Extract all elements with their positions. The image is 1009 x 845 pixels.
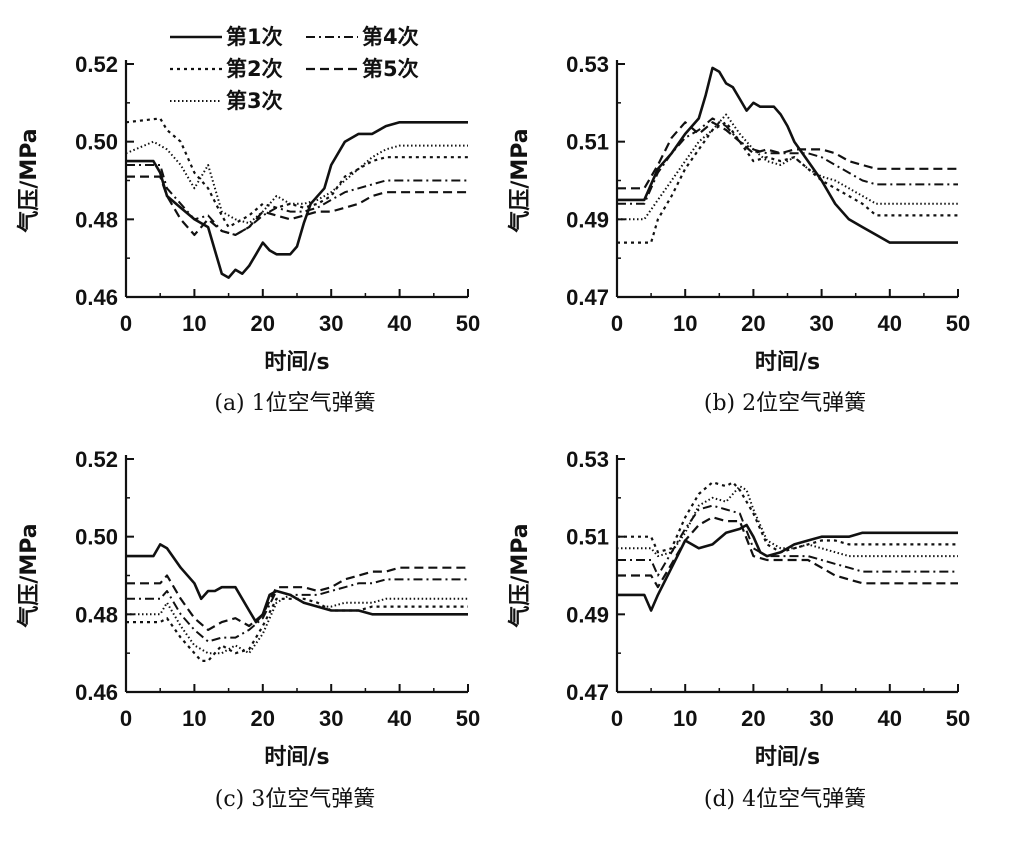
y-tick-label: 0.46 xyxy=(75,680,118,705)
x-tick-label: 30 xyxy=(809,311,833,336)
series-line-1 xyxy=(617,66,958,244)
series-line-3 xyxy=(125,140,468,225)
y-tick-label: 0.53 xyxy=(566,447,609,472)
legend-label: 第3次 xyxy=(226,89,283,113)
y-tick-label: 0.49 xyxy=(566,207,609,232)
series-line-5 xyxy=(617,121,958,190)
y-axis-label: 气压/MPa xyxy=(16,128,42,233)
x-tick-label: 0 xyxy=(120,311,132,336)
x-tick-label: 50 xyxy=(456,311,480,336)
x-tick-label: 50 xyxy=(946,706,970,731)
y-tick-label: 0.50 xyxy=(75,525,118,550)
y-tick-label: 0.53 xyxy=(566,52,609,77)
y-tick-label: 0.52 xyxy=(75,447,118,472)
y-tick-label: 0.52 xyxy=(75,52,118,77)
y-tick-label: 0.51 xyxy=(566,525,609,550)
x-tick-label: 50 xyxy=(946,311,970,336)
panel-caption: (c) 3位空气弹簧 xyxy=(215,787,375,812)
x-tick-label: 40 xyxy=(878,311,902,336)
y-tick-label: 0.47 xyxy=(566,285,609,310)
x-axis-label: 时间/s xyxy=(264,350,329,375)
x-axis-label: 时间/s xyxy=(755,745,820,770)
series-line-1 xyxy=(126,543,468,624)
x-tick-label: 30 xyxy=(319,311,343,336)
chart-panel-1: 0 10 20 30 40 50 0.46 0.48 0.50 0.52 时间/s 气压/MPa (a)… xyxy=(16,52,480,416)
series-line-1 xyxy=(617,523,958,612)
x-tick-label: 50 xyxy=(456,706,480,731)
y-axis-label: 气压/MPa xyxy=(16,523,42,628)
legend-label: 第1次 xyxy=(226,25,283,49)
series-line-4 xyxy=(126,164,468,236)
y-axis-label: 气压/MPa xyxy=(507,523,533,628)
y-tick-label: 0.48 xyxy=(75,602,118,627)
x-axis-label: 时间/s xyxy=(755,350,820,375)
legend-label: 第4次 xyxy=(362,25,419,49)
chart-panel-4: 0 10 20 30 40 50 0.47 0.49 0.51 0.53 时间/s 气压/MPa (d)… xyxy=(507,447,970,812)
series-line-3 xyxy=(126,593,468,655)
series-line-3 xyxy=(617,485,958,558)
x-tick-label: 20 xyxy=(741,311,765,336)
series-line-2 xyxy=(126,597,468,662)
y-axis-label: 气压/MPa xyxy=(507,128,533,233)
y-tick-label: 0.48 xyxy=(75,207,118,232)
x-tick-label: 40 xyxy=(387,311,411,336)
x-tick-label: 10 xyxy=(182,311,206,336)
x-axis-label: 时间/s xyxy=(264,745,329,770)
chart-panel-2: 0 10 20 30 40 50 0.47 0.49 0.51 0.53 时间/s 气压/MPa (b)… xyxy=(507,52,970,416)
panel-caption: (d) 4位空气弹簧 xyxy=(704,787,866,812)
x-tick-label: 20 xyxy=(741,706,765,731)
legend-label: 第5次 xyxy=(362,57,419,81)
series-line-5 xyxy=(126,175,468,236)
x-tick-label: 40 xyxy=(387,706,411,731)
panel-caption: (b) 2位空气弹簧 xyxy=(704,391,866,416)
series-line-4 xyxy=(617,504,958,577)
x-tick-label: 20 xyxy=(251,311,275,336)
x-tick-label: 10 xyxy=(182,706,206,731)
x-tick-label: 30 xyxy=(809,706,833,731)
x-tick-label: 20 xyxy=(251,706,275,731)
y-tick-label: 0.49 xyxy=(566,602,609,627)
series-line-5 xyxy=(126,566,468,631)
y-tick-label: 0.51 xyxy=(566,130,609,155)
x-tick-label: 10 xyxy=(673,706,697,731)
x-tick-label: 0 xyxy=(611,311,623,336)
y-tick-label: 0.50 xyxy=(75,130,118,155)
legend-label: 第2次 xyxy=(226,57,283,81)
series-line-1 xyxy=(126,121,468,279)
series-line-2 xyxy=(125,117,468,229)
series-line-4 xyxy=(126,578,468,643)
x-tick-label: 0 xyxy=(611,706,623,731)
series-line-5 xyxy=(617,516,958,589)
y-tick-label: 0.47 xyxy=(566,680,609,705)
x-tick-label: 10 xyxy=(673,311,697,336)
x-tick-label: 30 xyxy=(319,706,343,731)
series-line-2 xyxy=(617,481,958,554)
chart-panel-3: 0 10 20 30 40 50 0.46 0.48 0.50 0.52 时间/s 气压/MPa (c)… xyxy=(16,447,480,812)
panel-caption: (a) 1位空气弹簧 xyxy=(214,391,375,416)
x-tick-label: 0 xyxy=(120,706,132,731)
x-tick-label: 40 xyxy=(878,706,902,731)
series-line-2 xyxy=(617,121,958,244)
y-tick-label: 0.46 xyxy=(75,285,118,310)
